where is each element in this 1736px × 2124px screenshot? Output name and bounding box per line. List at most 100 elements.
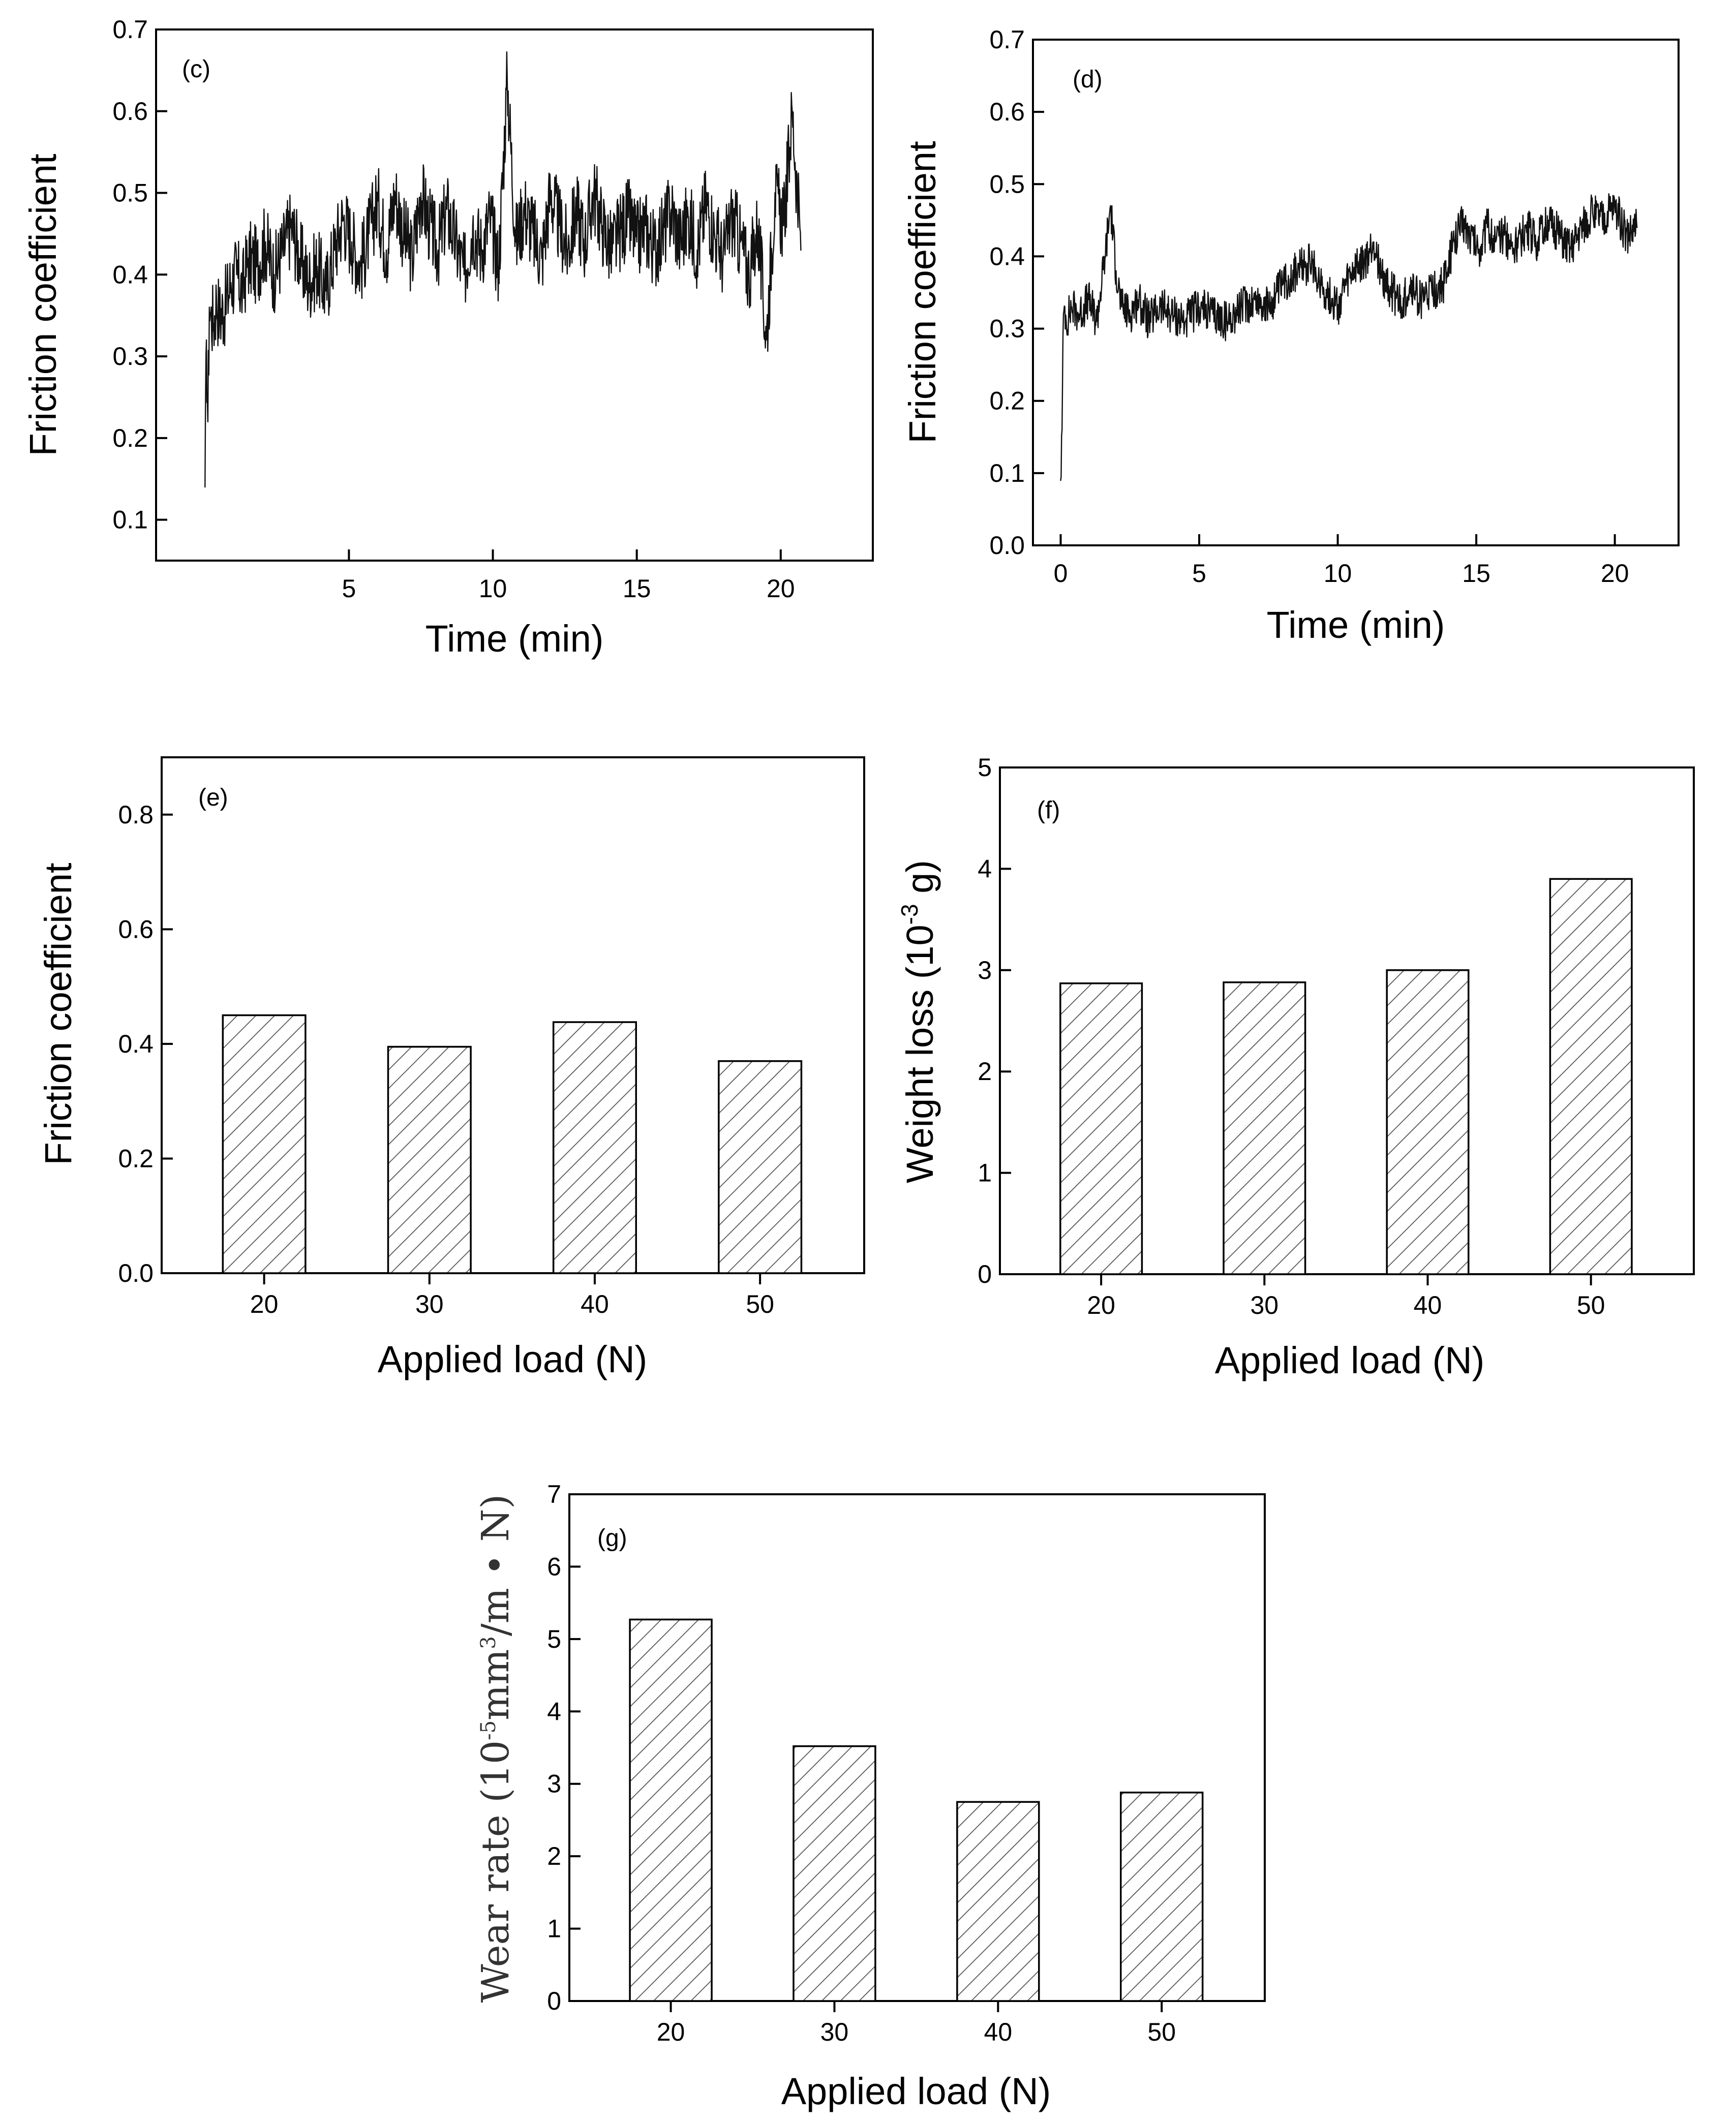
panel-d-point-0-12 — [1121, 306, 1122, 308]
panel-f-y-tick-label-1: 1 — [978, 1159, 992, 1187]
panel-e-x-tick-label-0: 20 — [250, 1290, 279, 1318]
panel-c-point-0-56 — [627, 217, 629, 218]
panel-d-point-0-2 — [1062, 313, 1064, 315]
panel-g-y-tick-label-7: 7 — [547, 1480, 561, 1509]
panel-d-y-tick-label-3: 0.3 — [989, 315, 1025, 343]
panel-f-bar-30 — [1223, 981, 1306, 1275]
panel-d-plot-frame — [1032, 39, 1680, 546]
panel-c-point-0-32 — [420, 192, 422, 194]
panel-f-y-title-sup: -3 — [896, 904, 923, 925]
panel-d-point-0-56 — [1592, 212, 1594, 214]
panel-c-point-0-57 — [636, 241, 637, 243]
panel-e-y-tick-label-3: 0.6 — [118, 915, 154, 943]
panel-d-point-0-45 — [1478, 249, 1480, 250]
panel-c-point-0-49 — [567, 249, 568, 251]
panel-c-y-tick-label-4: 0.5 — [112, 179, 148, 207]
panel-c-point-0-8 — [224, 306, 226, 308]
panel-c-point-0-9 — [230, 282, 232, 284]
panel-c-point-0-20 — [316, 266, 318, 267]
panel-c-y-tick-label-6: 0.7 — [112, 15, 148, 44]
panel-c-point-0-55 — [619, 233, 620, 235]
panel-d-point-0-23 — [1254, 299, 1256, 300]
panel-c-point-0-46 — [541, 257, 542, 259]
panel-d-point-0-8 — [1096, 321, 1098, 322]
panel-c-point-0-44 — [524, 208, 526, 210]
panel-d-y-tick-label-0: 0.0 — [989, 531, 1025, 560]
panel-d-point-0-60 — [1636, 227, 1638, 228]
panel-c-point-0-53 — [601, 225, 603, 227]
panel-d-point-0-4 — [1065, 321, 1067, 322]
panel-g-x-tick-label-0: 20 — [657, 2018, 685, 2046]
panel-d-point-0-50 — [1526, 227, 1527, 228]
panel-c-point-0-41 — [498, 266, 500, 267]
panel-d-point-0-57 — [1603, 220, 1605, 221]
panel-d-point-0-5 — [1071, 306, 1073, 308]
panel-d-y-tick-label-1: 0.1 — [989, 459, 1025, 487]
panel-c-friction-vs-time: 0.1 0.2 0.3 0.4 0.5 0.6 0.7 5 10 15 20 (c) Time (… — [22, 15, 874, 660]
panel-c-x-tick-label-2: 15 — [623, 574, 651, 603]
panel-d-point-0-1 — [1061, 429, 1063, 430]
panel-g-x-tick-label-3: 50 — [1147, 2018, 1176, 2046]
panel-c-point-0-58 — [645, 225, 646, 227]
panel-c-point-0-60 — [662, 233, 663, 235]
panel-g-bars: 20 30 40 50 — [629, 1618, 1204, 2046]
panel-c-point-0-29 — [394, 192, 396, 194]
panel-d-point-0-16 — [1160, 306, 1161, 308]
panel-c-point-0-74 — [783, 225, 784, 227]
panel-c-y-tick-label-5: 0.6 — [112, 97, 148, 126]
panel-e-x-tick-label-3: 50 — [746, 1290, 774, 1318]
panel-d-point-0-21 — [1226, 321, 1228, 322]
panel-c-point-0-27 — [377, 200, 379, 202]
panel-c-point-0-21 — [325, 290, 327, 292]
panel-c-point-0-65 — [705, 200, 707, 202]
panel-c-point-0-45 — [532, 233, 534, 235]
panel-g-y-tick-label-1: 1 — [547, 1915, 561, 1943]
panel-f-x-axis-title: Applied load (N) — [1215, 1339, 1485, 1381]
panel-c-point-0-11 — [241, 290, 243, 292]
panel-c-point-0-34 — [437, 249, 439, 251]
panel-e-y-tick-label-4: 0.8 — [118, 801, 154, 829]
panel-e-bar-50 — [718, 1060, 803, 1274]
panel-f-y-axis-title: Weight loss (10-3 g) — [896, 860, 941, 1183]
panel-e-y-axis-title: Friction coefficient — [37, 863, 79, 1165]
panel-d-point-0-36 — [1392, 292, 1394, 293]
panel-d-friction-vs-time: 0.0 0.1 0.2 0.3 0.4 0.5 0.6 0.7 0 5 10 15 20 (d) Ti… — [901, 25, 1680, 646]
panel-d-point-0-49 — [1514, 249, 1516, 250]
panel-c-point-0-7 — [219, 315, 220, 316]
panel-c-point-0-70 — [748, 274, 750, 275]
panel-c-point-0-2 — [207, 421, 209, 422]
panel-c-point-0-76 — [800, 249, 802, 251]
panel-f-x-tick-label-2: 40 — [1414, 1291, 1442, 1319]
panel-c-x-tick-label-3: 20 — [767, 574, 795, 603]
panel-d-x-ticks: 0 5 10 15 20 — [1054, 534, 1629, 588]
panel-d-point-0-9 — [1104, 256, 1106, 257]
panel-d-point-0-33 — [1364, 263, 1366, 264]
panel-d-point-0-7 — [1087, 299, 1089, 300]
panel-c-point-0-13 — [256, 266, 258, 267]
panel-e-y-tick-label-0: 0.0 — [118, 1259, 154, 1287]
panel-d-point-0-32 — [1354, 270, 1355, 272]
panel-g-y-tick-label-6: 6 — [547, 1552, 561, 1581]
panel-c-point-0-69 — [740, 241, 741, 243]
panel-d-point-0-22 — [1240, 306, 1241, 308]
panel-c-y-tick-label-0: 0.1 — [112, 506, 148, 534]
panel-d-y-ticks: 0.0 0.1 0.2 0.3 0.4 0.5 0.6 0.7 — [989, 25, 1044, 560]
panel-g-y-title-main: Wear rate (10 — [474, 1740, 517, 2003]
panel-c-point-0-30 — [403, 233, 405, 235]
panel-c-point-0-75 — [791, 110, 793, 112]
panel-d-point-0-43 — [1461, 220, 1464, 221]
panel-c-point-0-15 — [273, 274, 275, 275]
panel-f-label: (f) — [1037, 797, 1060, 824]
panel-c-point-0-63 — [688, 217, 689, 218]
panel-c-point-0-37 — [463, 274, 465, 275]
panel-d-point-0-14 — [1137, 299, 1139, 300]
panel-c-point-0-31 — [411, 257, 413, 259]
panel-e-bars: 20 30 40 50 — [222, 1014, 803, 1318]
panel-d-y-tick-label-4: 0.4 — [989, 242, 1025, 270]
panel-d-point-0-55 — [1581, 227, 1582, 228]
panel-c-series — [204, 51, 802, 488]
panel-c-point-0-39 — [480, 249, 482, 251]
panel-d-point-0-6 — [1079, 313, 1081, 315]
panel-f-bar-40 — [1386, 969, 1470, 1275]
panel-c-point-0-25 — [359, 266, 361, 267]
